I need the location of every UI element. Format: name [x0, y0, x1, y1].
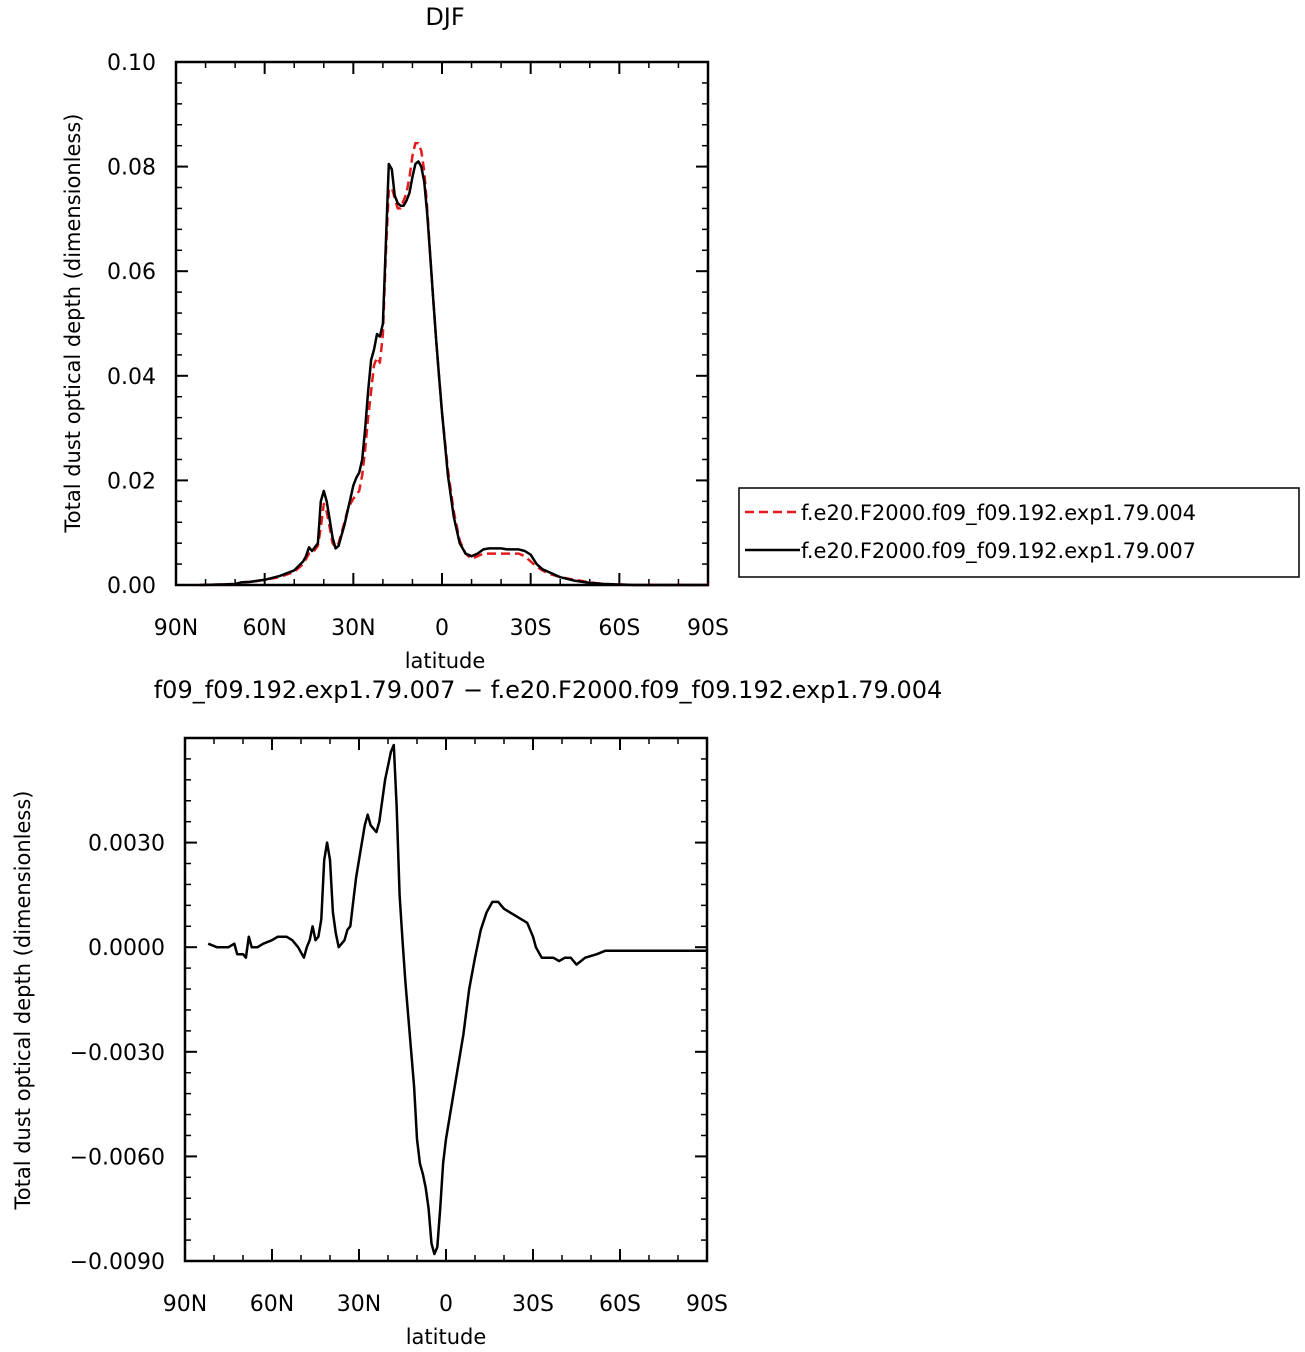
top-x-tick-label: 30S: [510, 616, 552, 641]
top-x-tick-label: 90N: [154, 616, 198, 641]
top-x-tick-label: 0: [435, 616, 449, 641]
top-chart-series: [199, 141, 708, 587]
top-y-tick-label: 0.08: [107, 156, 156, 181]
bottom-x-tick-label: 30N: [337, 1292, 381, 1317]
bottom-x-tick-label: 90N: [163, 1292, 207, 1317]
bottom-y-tick-label: −0.0030: [70, 1041, 165, 1066]
top-y-axis-label: Total dust optical depth (dimensionless): [61, 114, 85, 534]
bottom-y-tick-label: −0.0090: [70, 1250, 165, 1275]
top-x-tick-label: 60S: [598, 616, 640, 641]
bottom-plot-frame: [183, 736, 709, 1263]
top-chart-title: DJF: [425, 3, 464, 31]
bottom-x-tick-label: 60S: [599, 1292, 641, 1317]
top-y-tick-label: 0.02: [107, 469, 156, 494]
top-chart-ticks: 90N 60N 30N 0 30S 60S 90S 0.00 0.02 0.04 0.06 0.08 0…: [107, 51, 729, 641]
legend: f.e20.F2000.f09_f09.192.exp1.79.004 f.e2…: [738, 487, 1300, 578]
bottom-chart-title: f09_f09.192.exp1.79.007 − f.e20.F2000.f0…: [154, 676, 943, 704]
bottom-chart-series: [207, 743, 707, 1256]
legend-label-004: f.e20.F2000.f09_f09.192.exp1.79.004: [801, 501, 1196, 526]
top-y-tick-label: 0.04: [107, 365, 156, 390]
top-plot-frame: [174, 60, 710, 587]
top-y-tick-label: 0.00: [107, 574, 156, 599]
top-x-tick-label: 90S: [687, 616, 729, 641]
top-y-tick-label: 0.06: [107, 260, 156, 285]
top-chart: DJF 90N 60N 30N 0 30S 60S 90S 0.00 0.02 0.04 0.06 0…: [61, 3, 1300, 673]
top-series-line-1: [199, 141, 708, 587]
bottom-y-axis-label: Total dust optical depth (dimensionless): [11, 791, 35, 1211]
bottom-x-tick-label: 0: [439, 1292, 453, 1317]
bottom-y-tick-label: 0.0030: [88, 832, 165, 857]
bottom-y-tick-label: −0.0060: [70, 1145, 165, 1170]
legend-box: [738, 487, 1300, 578]
bottom-x-axis-label: latitude: [406, 1325, 487, 1349]
bottom-series-line-1: [207, 743, 707, 1256]
top-x-tick-label: 60N: [242, 616, 286, 641]
bottom-chart-ticks: 90N 60N 30N 0 30S 60S 90S −0.0090 −0.0060 −0.0030…: [70, 737, 728, 1317]
legend-label-007: f.e20.F2000.f09_f09.192.exp1.79.007: [801, 539, 1196, 564]
top-series-line-2: [199, 160, 708, 587]
bottom-y-tick-label: 0.0000: [88, 936, 165, 961]
top-x-axis-label: latitude: [405, 649, 486, 673]
bottom-chart: f09_f09.192.exp1.79.007 − f.e20.F2000.f0…: [11, 676, 942, 1349]
bottom-x-tick-label: 60N: [250, 1292, 294, 1317]
bottom-x-tick-label: 30S: [512, 1292, 554, 1317]
top-x-tick-label: 30N: [331, 616, 375, 641]
bottom-x-tick-label: 90S: [686, 1292, 728, 1317]
top-y-tick-label: 0.10: [107, 51, 156, 76]
